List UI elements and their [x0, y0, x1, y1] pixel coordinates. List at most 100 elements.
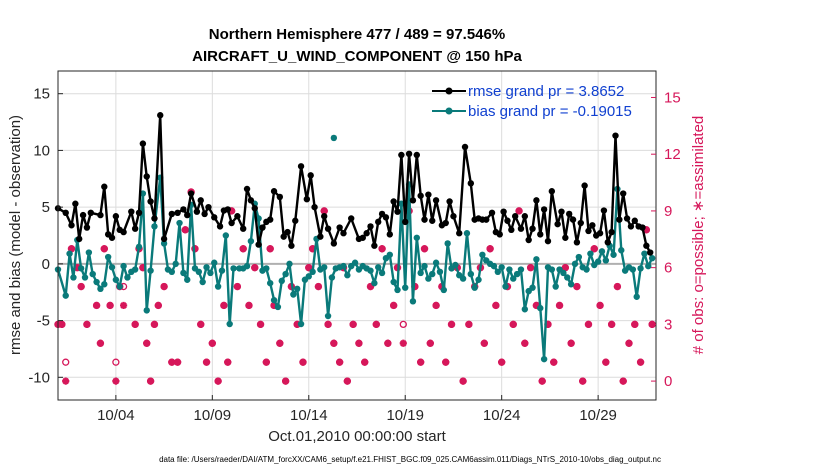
- obs-assimilated-marker: [245, 301, 253, 310]
- rmse-point: [216, 223, 224, 230]
- bias-point: [168, 268, 176, 276]
- rmse-point: [266, 216, 274, 223]
- obs-possible-marker: [112, 358, 120, 366]
- bias-point: [413, 234, 420, 241]
- right-axis-label: # of obs: o=possible; ∗=assimilated: [690, 116, 707, 355]
- rmse-point: [259, 224, 266, 231]
- obs-assimilated-marker: [515, 207, 523, 215]
- rmse-point: [324, 225, 332, 232]
- rmse-point: [450, 213, 457, 220]
- rmse-point: [467, 180, 475, 187]
- bias-point: [436, 268, 444, 276]
- bias-point: [498, 264, 505, 271]
- obs-assimilated-marker: [399, 339, 407, 347]
- rmse-point: [97, 211, 104, 219]
- obs-assimilated-marker: [266, 245, 274, 253]
- bias-point: [70, 274, 77, 281]
- obs-assimilated-marker: [343, 377, 351, 385]
- y-tick-label: 15: [33, 86, 50, 103]
- bias-point: [386, 251, 393, 258]
- bias-point: [610, 251, 617, 258]
- bias-point: [195, 268, 203, 276]
- legend-bias-label: bias grand pr = -0.19015: [468, 103, 632, 120]
- data-file-footnote: data file: /Users/raeder/DAI/ATM_forcXX/…: [159, 455, 661, 464]
- obs-assimilated-marker: [214, 377, 222, 385]
- rmse-point: [135, 209, 143, 217]
- obs-assimilated-marker: [447, 320, 456, 328]
- rmse-point: [483, 216, 490, 223]
- legend-rmse-label: rmse grand pr = 3.8652: [468, 83, 624, 100]
- rmse-point: [573, 239, 581, 246]
- bias-point: [594, 258, 602, 265]
- obs-possible-marker: [399, 320, 407, 329]
- obs-assimilated-marker: [372, 320, 380, 328]
- obs-assimilated-marker: [426, 339, 434, 347]
- rmse-point: [577, 219, 584, 227]
- right-tick-label: 6: [664, 260, 672, 277]
- bias-point: [97, 285, 104, 293]
- bias-point: [429, 270, 436, 278]
- obs-assimilated-marker: [270, 301, 278, 310]
- legend: rmse grand pr = 3.8652 bias grand pr = -…: [432, 83, 632, 120]
- bias-point: [440, 286, 448, 294]
- obs-assimilated-marker: [62, 377, 70, 385]
- bias-point: [378, 269, 386, 277]
- chart-title-line1: Northern Hemisphere 477 / 489 = 97.546%: [209, 26, 505, 43]
- rmse-point: [187, 190, 195, 197]
- rmse-point: [429, 217, 436, 224]
- bias-point: [274, 303, 282, 311]
- bias-point: [629, 266, 637, 273]
- obs-assimilated-marker: [602, 358, 610, 366]
- rmse-point: [340, 230, 347, 237]
- obs-assimilated-marker: [181, 226, 189, 234]
- bias-point: [371, 279, 378, 287]
- obs-assimilated-marker: [579, 377, 587, 385]
- obs-assimilated-marker: [150, 320, 159, 328]
- obs-assimilated-marker: [527, 264, 535, 272]
- rmse-point: [131, 225, 139, 232]
- obs-assimilated-marker: [224, 358, 232, 366]
- bias-point: [131, 266, 139, 273]
- bias-point: [432, 259, 440, 266]
- rmse-point: [108, 234, 116, 241]
- obs-assimilated-marker: [432, 301, 440, 310]
- rmse-point: [417, 192, 424, 199]
- obs-assimilated-marker: [596, 301, 604, 310]
- obs-assimilated-marker: [417, 358, 425, 366]
- bias-point: [147, 267, 154, 274]
- bias-point: [203, 264, 210, 271]
- obs-assimilated-marker: [550, 358, 558, 366]
- rmse-point: [120, 228, 127, 236]
- bias-point: [108, 264, 116, 271]
- rmse-series: [54, 112, 654, 256]
- obs-assimilated-marker: [544, 320, 552, 328]
- y-tick-label: -5: [37, 313, 50, 330]
- bias-point: [564, 274, 571, 281]
- y-tick-label: 5: [42, 199, 50, 216]
- bias-point: [490, 262, 498, 270]
- bias-point: [101, 281, 108, 288]
- right-tick-label: 12: [664, 146, 681, 163]
- rmse-point: [147, 198, 154, 205]
- bias-point: [180, 269, 187, 277]
- bias-point: [309, 268, 316, 276]
- obs-assimilated-marker: [305, 264, 313, 272]
- bias-point: [340, 262, 347, 270]
- y-tick-label: 0: [42, 256, 50, 273]
- bias-point: [587, 250, 594, 257]
- obs-assimilated-marker: [228, 207, 236, 215]
- bias-point: [176, 219, 183, 227]
- rmse-point: [442, 219, 449, 227]
- obs-assimilated-marker: [608, 320, 616, 328]
- obs-assimilated-marker: [509, 320, 517, 328]
- obs-assimilated-marker: [77, 282, 85, 291]
- rmse-point: [616, 216, 623, 223]
- bias-point: [602, 257, 610, 264]
- rmse-point: [359, 234, 366, 241]
- obs-assimilated-marker: [465, 320, 473, 328]
- rmse-point: [604, 239, 611, 246]
- rmse-point: [205, 203, 212, 211]
- bias-point: [278, 277, 285, 285]
- rmse-point: [284, 228, 291, 236]
